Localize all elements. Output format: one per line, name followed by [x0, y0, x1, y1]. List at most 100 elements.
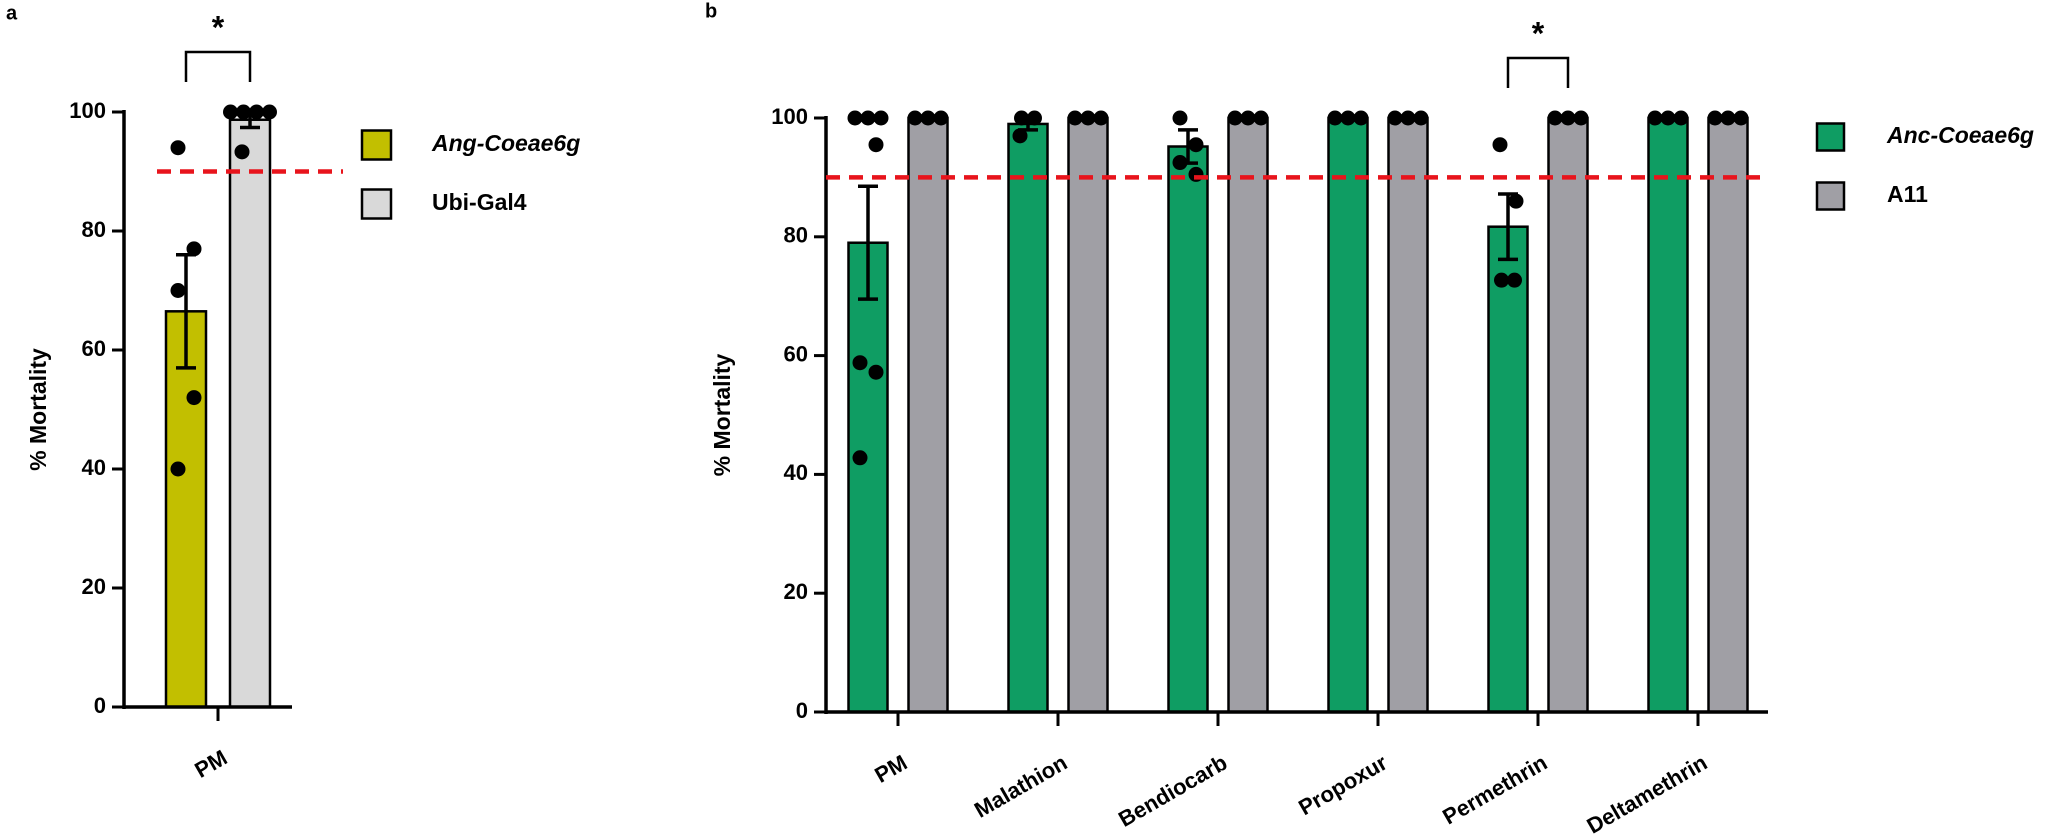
- y-tick-label: 0: [94, 693, 106, 718]
- data-point: [170, 283, 186, 298]
- x-tick-label: Bendiocarb: [1114, 750, 1231, 832]
- legend-swatch: [1815, 122, 1846, 152]
- data-point: [1492, 137, 1508, 153]
- data-point: [1573, 110, 1589, 126]
- data-point: [1067, 110, 1083, 126]
- data-point: [1494, 272, 1509, 288]
- data-point: [223, 104, 238, 120]
- data-point: [186, 390, 202, 406]
- x-tick-label: PM: [870, 750, 911, 788]
- y-tick-label: 60: [82, 336, 106, 361]
- data-point: [170, 140, 186, 156]
- x-tick-label: Permethrin: [1438, 750, 1551, 830]
- data-point: [1253, 110, 1269, 126]
- bar: [1647, 116, 1689, 714]
- data-point: [236, 104, 251, 120]
- x-tick-label: PM: [190, 745, 231, 783]
- panel-label: a: [6, 2, 18, 24]
- data-point: [1188, 166, 1204, 182]
- data-point: [1387, 110, 1403, 126]
- y-tick-label: 60: [784, 341, 808, 366]
- data-point: [1014, 110, 1029, 126]
- data-point: [1673, 110, 1689, 126]
- bar: [228, 118, 272, 709]
- data-point: [1027, 110, 1042, 126]
- bar: [1067, 116, 1109, 714]
- y-tick-label: 40: [82, 455, 106, 480]
- bar: [1227, 116, 1269, 714]
- y-axis-label: % Mortality: [25, 348, 51, 471]
- data-point: [1707, 110, 1723, 126]
- y-tick-label: 100: [771, 104, 808, 129]
- data-point: [262, 104, 277, 120]
- y-tick-label: 100: [69, 98, 106, 123]
- legend-swatch: [360, 188, 393, 220]
- data-point: [1353, 110, 1369, 126]
- data-point: [1547, 110, 1563, 126]
- significance-bracket: [184, 50, 252, 82]
- data-point: [186, 241, 202, 257]
- data-point: [1647, 110, 1663, 126]
- legend-label: Ubi-Gal4: [432, 189, 527, 215]
- data-point: [1188, 137, 1204, 153]
- data-point: [1720, 110, 1736, 126]
- data-point: [170, 461, 186, 477]
- x-tick-label: Propoxur: [1294, 749, 1392, 820]
- data-point: [907, 110, 923, 126]
- x-tick-label: Deltamethrin: [1582, 750, 1711, 838]
- bar: [1387, 116, 1429, 714]
- legend-label: A11: [1887, 181, 1928, 207]
- legend-swatch: [1815, 181, 1846, 211]
- data-point: [1733, 110, 1749, 126]
- data-point: [1560, 110, 1576, 126]
- data-point: [1093, 110, 1109, 126]
- bar: [1007, 122, 1049, 714]
- data-point: [1340, 110, 1356, 126]
- data-point: [1413, 110, 1429, 126]
- data-point: [868, 364, 884, 380]
- significance-label: *: [212, 9, 225, 45]
- y-tick-label: 20: [82, 574, 106, 599]
- panel-label: b: [705, 0, 717, 22]
- data-point: [1327, 110, 1343, 126]
- data-point: [873, 110, 889, 126]
- bar: [164, 310, 208, 709]
- data-point: [1172, 155, 1188, 171]
- y-tick-label: 0: [796, 698, 808, 723]
- data-point: [1080, 110, 1096, 126]
- data-point: [1172, 110, 1188, 126]
- data-point: [1660, 110, 1676, 126]
- legend-swatch: [360, 129, 393, 161]
- bar: [1707, 116, 1749, 714]
- y-tick-label: 40: [784, 460, 808, 485]
- data-point: [852, 450, 868, 466]
- bar: [1487, 225, 1529, 714]
- significance-label: *: [1532, 15, 1545, 51]
- data-point: [860, 110, 876, 126]
- y-axis-label: % Mortality: [709, 353, 735, 476]
- data-point: [1508, 193, 1524, 209]
- y-tick-label: 20: [784, 579, 808, 604]
- y-tick-label: 80: [784, 223, 808, 248]
- data-point: [234, 144, 250, 160]
- bar: [907, 116, 949, 714]
- data-point: [1240, 110, 1256, 126]
- data-point: [1400, 110, 1416, 126]
- data-point: [847, 110, 863, 126]
- data-point: [852, 355, 868, 371]
- bar: [1167, 145, 1209, 714]
- legend-label: Ang-Coeae6g: [431, 130, 580, 156]
- data-point: [933, 110, 949, 126]
- data-point: [868, 137, 884, 153]
- y-tick-label: 80: [82, 217, 106, 242]
- bar: [1547, 116, 1589, 714]
- bar: [847, 241, 889, 714]
- x-tick-label: Malathion: [970, 750, 1071, 823]
- data-point: [249, 104, 264, 120]
- data-point: [1227, 110, 1243, 126]
- data-point: [1012, 128, 1028, 144]
- legend-label: Anc-Coeae6g: [1886, 122, 2034, 148]
- data-point: [1507, 272, 1522, 288]
- bar: [1327, 116, 1369, 714]
